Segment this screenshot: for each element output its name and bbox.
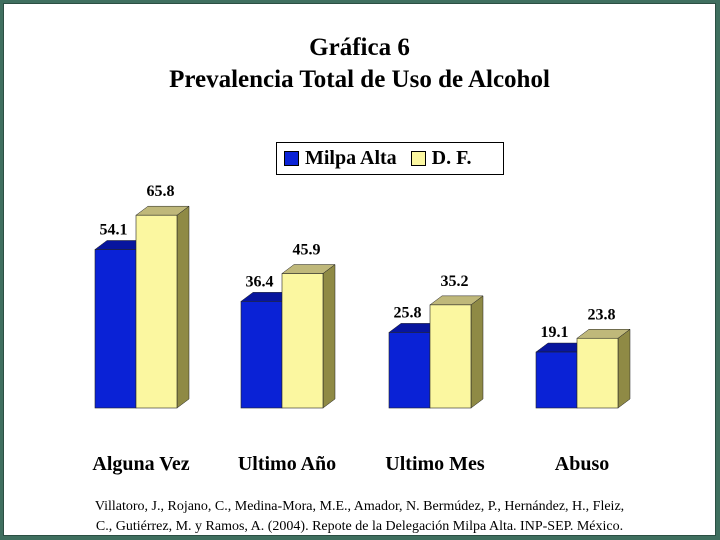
bar-milpa-alta-ultimo-ano xyxy=(240,301,283,409)
data-label-milpa-alta-abuso: 19.1 xyxy=(541,324,569,341)
source-line-1: Villatoro, J., Rojano, C., Medina-Mora, … xyxy=(94,499,625,514)
chart-title: Gráfica 6 xyxy=(309,34,410,61)
bar-d-f-ultimo-ano xyxy=(281,273,324,409)
bar-side-d-f-abuso xyxy=(617,328,631,409)
bar-milpa-alta-ultimo-mes xyxy=(388,332,431,409)
source-citation: Villatoro, J., Rojano, C., Medina-Mora, … xyxy=(4,497,715,537)
data-label-d-f-ultimo-mes: 35.2 xyxy=(441,273,469,290)
bar-side-d-f-ultimo-ano xyxy=(322,264,336,409)
bar-milpa-alta-abuso xyxy=(535,351,578,409)
category-label-ultimo-mes: Ultimo Mes xyxy=(385,453,485,475)
category-label-ultimo-ano: Ultimo Año xyxy=(238,453,336,475)
bar-milpa-alta-alguna-vez xyxy=(94,249,137,409)
data-label-d-f-alguna-vez: 65.8 xyxy=(147,183,175,200)
bar-side-d-f-alguna-vez xyxy=(176,205,190,409)
chart-frame: Gráfica 6 Prevalencia Total de Uso de Al… xyxy=(3,3,716,536)
chart-subtitle: Prevalencia Total de Uso de Alcohol xyxy=(169,66,550,93)
legend-label-milpa-alta: Milpa Alta xyxy=(305,147,397,169)
bar-d-f-ultimo-mes xyxy=(429,304,472,409)
bar-chart: 54.1 65.8 Alguna Vez 36.4 45.9 Ultimo Año 25.8… xyxy=(92,183,631,475)
data-label-milpa-alta-alguna-vez: 54.1 xyxy=(100,221,128,238)
chart-legend: Milpa Alta D. F. xyxy=(276,142,504,175)
data-label-d-f-abuso: 23.8 xyxy=(588,306,616,323)
legend-swatch-milpa-alta xyxy=(284,151,299,166)
data-label-milpa-alta-ultimo-mes: 25.8 xyxy=(394,304,422,321)
legend-label-df: D. F. xyxy=(431,147,472,169)
legend-swatch-df xyxy=(410,151,426,166)
source-line-2: C., Gutiérrez, M. y Ramos, A. (2004). Re… xyxy=(95,519,624,534)
category-label-abuso: Abuso xyxy=(555,453,609,475)
data-label-d-f-ultimo-ano: 45.9 xyxy=(293,242,321,259)
data-label-milpa-alta-ultimo-ano: 36.4 xyxy=(246,273,274,290)
category-label-alguna-vez: Alguna Vez xyxy=(92,453,189,475)
bar-d-f-alguna-vez xyxy=(135,214,178,409)
legend-item-milpa-alta: Milpa Alta xyxy=(284,147,397,170)
legend-item-df: D. F. xyxy=(410,147,472,170)
bar-side-d-f-ultimo-mes xyxy=(470,295,484,409)
bar-d-f-abuso xyxy=(576,337,619,409)
